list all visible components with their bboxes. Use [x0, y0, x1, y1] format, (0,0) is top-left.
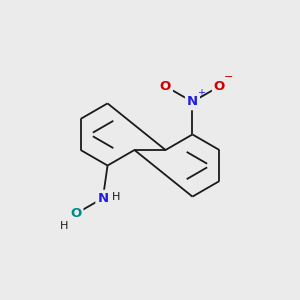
Text: +: + — [197, 88, 205, 98]
Text: H: H — [112, 192, 120, 202]
Text: N: N — [187, 95, 198, 108]
Text: O: O — [160, 80, 171, 93]
Text: H: H — [60, 220, 68, 230]
Text: N: N — [97, 192, 108, 205]
Text: −: − — [224, 72, 233, 82]
Text: O: O — [70, 207, 82, 220]
Text: O: O — [214, 80, 225, 93]
